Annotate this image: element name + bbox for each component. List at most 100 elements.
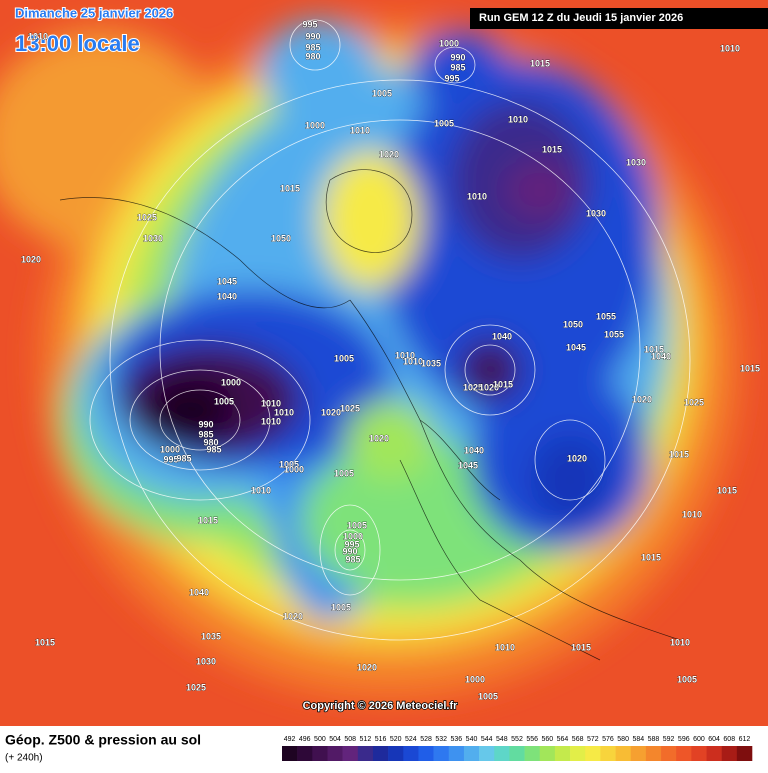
- legend-value: 600: [693, 736, 705, 743]
- legend-value: 568: [572, 736, 584, 743]
- isobar-label: 1055: [604, 329, 624, 339]
- isobar-label: 1005: [677, 674, 697, 684]
- isobar-label: 1010: [395, 350, 415, 360]
- isobar-label: 1000: [439, 38, 459, 48]
- isobar-label: 1010: [682, 509, 702, 519]
- copyright: Copyright © 2026 Meteociel.fr: [303, 700, 459, 712]
- legend-swatch: [448, 746, 465, 761]
- isobar-label: 1010: [274, 407, 294, 417]
- isobar-label: 1015: [542, 144, 562, 154]
- legend-swatch: [539, 746, 556, 761]
- isobar-label: 1035: [421, 358, 441, 368]
- legend-swatch: [494, 746, 510, 761]
- run-box: [470, 8, 768, 29]
- legend-value: 552: [511, 736, 523, 743]
- isobar-label: 1005: [478, 691, 498, 701]
- isobar-label: 980: [305, 51, 320, 61]
- isobar-label: 1000: [343, 531, 363, 541]
- isobar-label: 1020: [369, 433, 389, 443]
- legend-value: 536: [451, 736, 463, 743]
- legend-value: 560: [541, 736, 553, 743]
- isobar-label: 1030: [143, 233, 163, 243]
- isobar-label: 1035: [201, 631, 221, 641]
- isobar-label: 985: [176, 453, 191, 463]
- legend-value: 588: [648, 736, 660, 743]
- isobar-label: 995: [344, 539, 359, 549]
- isobar-label: 1005: [279, 459, 299, 469]
- legend-value: 528: [420, 736, 432, 743]
- isobar-label: 1020: [379, 149, 399, 159]
- isobar-label: 1040: [217, 291, 237, 301]
- isobar-label: 1010: [720, 43, 740, 53]
- legend-value: 604: [708, 736, 720, 743]
- legend-value: 524: [405, 736, 417, 743]
- isobar-label: 990: [305, 31, 320, 41]
- legend-value: 592: [663, 736, 675, 743]
- isobar-label: 1025: [340, 403, 360, 413]
- legend-swatch: [342, 746, 359, 761]
- isobar-label: 1010: [28, 31, 48, 41]
- isobar-label: 1015: [198, 515, 218, 525]
- legend-swatch: [403, 746, 419, 761]
- isobar-label: 1030: [626, 157, 646, 167]
- legend-swatch: [600, 746, 616, 761]
- legend-value: 508: [344, 736, 356, 743]
- isobar-label: 1015: [644, 344, 664, 354]
- isobar-label: 985: [206, 444, 221, 454]
- legend-swatch: [691, 746, 707, 761]
- legend-swatch: [312, 746, 328, 761]
- legend-value: 584: [632, 736, 644, 743]
- isobar-label: 1010: [251, 485, 271, 495]
- legend-swatch: [297, 746, 313, 761]
- legend-swatch: [645, 746, 662, 761]
- legend-swatch: [463, 746, 480, 761]
- isobar-label: 1010: [403, 356, 423, 366]
- isobar-label: 1015: [493, 379, 513, 389]
- isobar-label: 1040: [651, 351, 671, 361]
- legend-value: 544: [481, 736, 493, 743]
- isobar-label: 1010: [670, 637, 690, 647]
- isobar-label: 1055: [596, 311, 616, 321]
- isobar-label: 1020: [479, 382, 499, 392]
- isobar-label: 1045: [566, 342, 586, 352]
- legend-value: 556: [526, 736, 538, 743]
- legend-scale: 492 496 500 504 508 512 516 520 524 528 532 536 540 5…: [282, 736, 753, 761]
- isobar-label: 985: [305, 42, 320, 52]
- isobar-label: 995: [444, 73, 459, 83]
- isobar-label: 1015: [280, 183, 300, 193]
- isobar-label: 1020: [632, 394, 652, 404]
- isobar-label: 1040: [189, 587, 209, 597]
- legend-swatch: [357, 746, 374, 761]
- legend-value: 532: [435, 736, 447, 743]
- isobar-label: 1000: [305, 120, 325, 130]
- isobar-label: 985: [198, 429, 213, 439]
- isobar-label: 1000: [465, 674, 485, 684]
- legend-swatch: [615, 746, 632, 761]
- isobar-label: 1050: [271, 233, 291, 243]
- legend-swatch: [524, 746, 541, 761]
- map-time: 13:00 locale: [15, 31, 140, 56]
- isobar-label: 1020: [21, 254, 41, 264]
- legend-swatch: [570, 746, 586, 761]
- legend-value: 596: [678, 736, 690, 743]
- isobar-label: 1010: [495, 642, 515, 652]
- isobar-label: 1010: [350, 125, 370, 135]
- isobar-label: 1015: [717, 485, 737, 495]
- isobar-label: 1045: [217, 276, 237, 286]
- legend-lead: (+ 240h): [5, 753, 43, 764]
- isobar-label: 1020: [321, 407, 341, 417]
- isobar-label: 1000: [284, 464, 304, 474]
- isobar-label: 1015: [740, 363, 760, 373]
- legend-swatch: [661, 746, 677, 761]
- legend-value: 608: [723, 736, 735, 743]
- isobar-label: 1010: [508, 114, 528, 124]
- isobar-label: 990: [342, 546, 357, 556]
- legend-swatch: [721, 746, 738, 761]
- legend-value: 492: [284, 736, 296, 743]
- isobar-label: 1010: [261, 416, 281, 426]
- isobar-label: 1010: [467, 191, 487, 201]
- isobar-label: 1015: [571, 642, 591, 652]
- isobar-label: 1030: [586, 208, 606, 218]
- field: [0, 0, 768, 726]
